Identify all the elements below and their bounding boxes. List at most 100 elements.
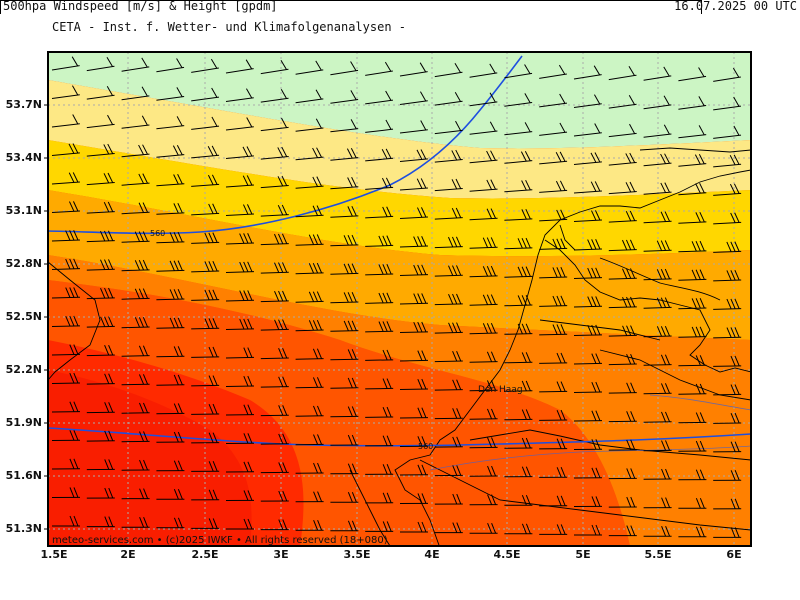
wind-barb [330, 61, 359, 76]
wind-barb [365, 321, 394, 333]
wind-barb [365, 264, 394, 276]
wind-barb [365, 235, 394, 247]
wind-barb [504, 523, 533, 535]
wind-barb [713, 183, 742, 196]
subtitle-bar: 500hpa Windspeed [m/s] & Height [gpdm] 1… [0, 0, 797, 14]
wind-barb [504, 266, 533, 278]
wind-barb [260, 60, 289, 75]
wind-barb [469, 294, 498, 306]
wind-barb [573, 239, 603, 251]
wind-barb [156, 202, 185, 215]
lat-tick-label: 53.7N [5, 98, 42, 111]
wind-barb [121, 57, 150, 72]
wind-barb [399, 120, 428, 134]
coastlines [48, 147, 751, 546]
wind-barb [399, 293, 429, 305]
wind-barb [643, 411, 672, 423]
wind-barb [330, 291, 359, 304]
wind-barb [191, 403, 220, 415]
band-22 [48, 190, 751, 340]
wind-barb [295, 205, 324, 218]
wind-barb [156, 288, 185, 301]
wind-barb [573, 410, 603, 422]
wind-barb [121, 173, 150, 186]
wind-barb [539, 180, 568, 193]
wind-barb [608, 268, 637, 280]
wind-barb [399, 407, 429, 419]
wind-barb [573, 439, 603, 450]
wind-barb [608, 468, 637, 480]
wind-barb [330, 148, 359, 161]
copyright-notice: meteo-services.com • (c)2025 IWKF • All … [52, 535, 388, 546]
wind-barb [469, 208, 498, 221]
wind-barb [295, 348, 324, 360]
contour-label: 560 [418, 442, 434, 451]
wind-barb [399, 236, 429, 248]
wind-barb [121, 488, 150, 500]
wind-barb [713, 441, 742, 453]
wind-barb [365, 435, 394, 447]
wind-barbs [51, 56, 742, 538]
plot-frame [47, 51, 752, 547]
wind-barb [191, 518, 220, 529]
wind-barb [121, 431, 150, 443]
wind-barb [469, 465, 498, 477]
wind-barb [260, 433, 289, 445]
wind-barb [573, 210, 602, 222]
wind-barb [399, 178, 428, 191]
wind-barb [643, 440, 672, 452]
wind-barb [469, 92, 498, 107]
wind-barb [608, 411, 637, 423]
wind-barb [434, 207, 463, 220]
wind-barb [469, 523, 498, 534]
wind-barb [573, 353, 603, 365]
wind-barb [86, 57, 115, 72]
wind-barb [156, 374, 185, 386]
wind-barb [469, 322, 498, 335]
wind-barb [86, 316, 115, 328]
wind-barb [51, 230, 81, 242]
wind-barb [399, 91, 428, 105]
wind-barb [330, 377, 359, 389]
wind-barb [573, 65, 602, 80]
wind-barb [608, 296, 637, 309]
wind-barb [86, 143, 115, 157]
wind-barb [330, 234, 359, 247]
wind-barb [608, 382, 637, 394]
wind-barb [399, 321, 429, 333]
wind-barb [225, 375, 255, 387]
wind-barb [225, 490, 255, 501]
map-title: CETA - Inst. f. Wetter- und Klimafolgena… [52, 20, 407, 34]
wind-barb [330, 492, 359, 503]
wind-barb [365, 206, 394, 219]
band-38 [48, 370, 252, 546]
wind-barb [539, 495, 568, 507]
band-15b [48, 80, 751, 199]
wind-barb [156, 87, 185, 101]
wind-barb [573, 123, 602, 137]
wind-barb [469, 150, 498, 164]
wind-barb [86, 201, 115, 214]
wind-barb [225, 404, 255, 416]
wind-barb [191, 232, 220, 244]
wind-barb [643, 468, 672, 480]
wind-barb [260, 405, 289, 417]
wind-barb [330, 320, 359, 332]
lon-tick-label: 2E [120, 548, 136, 561]
lat-tick-label: 51.3N [5, 522, 42, 535]
lon-tick-label: 5E [575, 548, 591, 561]
wind-barb [51, 143, 80, 156]
wind-barb [713, 154, 742, 168]
wind-barb [51, 430, 81, 441]
wind-barb [434, 149, 463, 163]
wind-barb [678, 469, 707, 481]
wind-barb [678, 240, 707, 253]
wind-barb [295, 319, 324, 332]
wind-barb [295, 291, 324, 303]
wind-barb [504, 437, 533, 449]
wind-barb [191, 489, 220, 501]
wind-barb [469, 237, 498, 249]
wind-barb [156, 260, 185, 272]
wind-barb [156, 173, 185, 187]
wind-barb [713, 125, 742, 139]
